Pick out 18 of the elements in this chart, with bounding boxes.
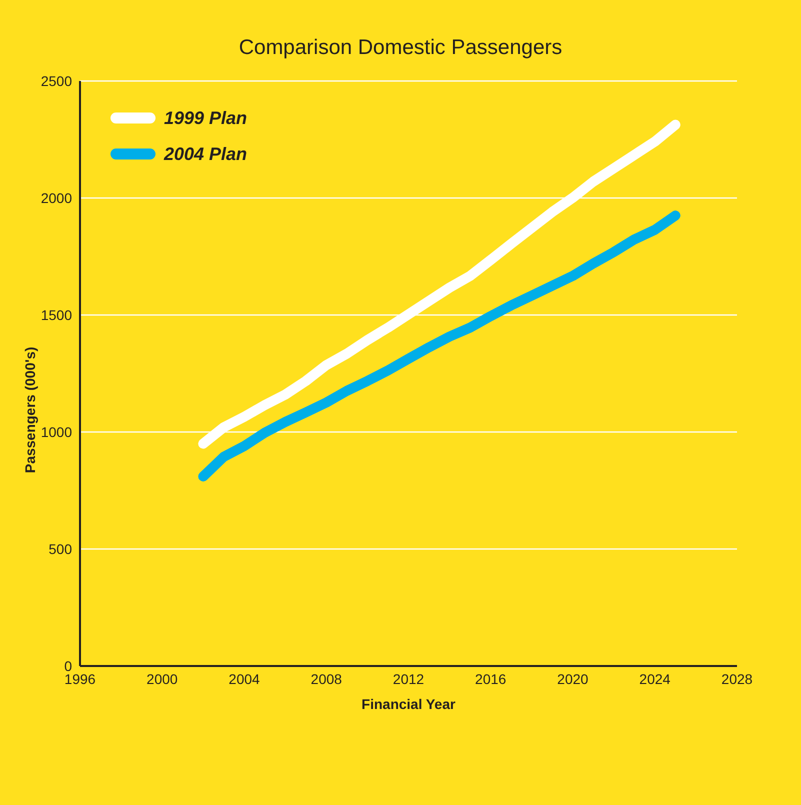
chart-title: Comparison Domestic Passengers <box>238 36 564 60</box>
x-axis-title: Financial Year <box>362 696 456 712</box>
y-axis-title: Passengers (000's) <box>22 346 38 474</box>
x-tick-label: 2020 <box>557 670 589 687</box>
x-tick-label: 2016 <box>475 670 506 687</box>
y-tick-label: 2000 <box>40 190 72 206</box>
y-tick-label: 2500 <box>40 72 72 89</box>
legend-label: 2004 Plan <box>164 144 248 164</box>
y-tick-label: 1500 <box>40 306 72 323</box>
y-tick-label: 500 <box>48 540 72 557</box>
x-tick-label: 2000 <box>146 670 178 687</box>
x-tick-label: 2008 <box>310 670 342 687</box>
x-tick-label: 2028 <box>721 670 753 687</box>
x-tick-label: 2024 <box>639 670 671 687</box>
x-tick-label: 2012 <box>392 670 424 687</box>
x-tick-label: 2004 <box>228 670 260 687</box>
legend-label: 1999 Plan <box>164 108 248 128</box>
y-tick-label: 1000 <box>40 424 72 440</box>
